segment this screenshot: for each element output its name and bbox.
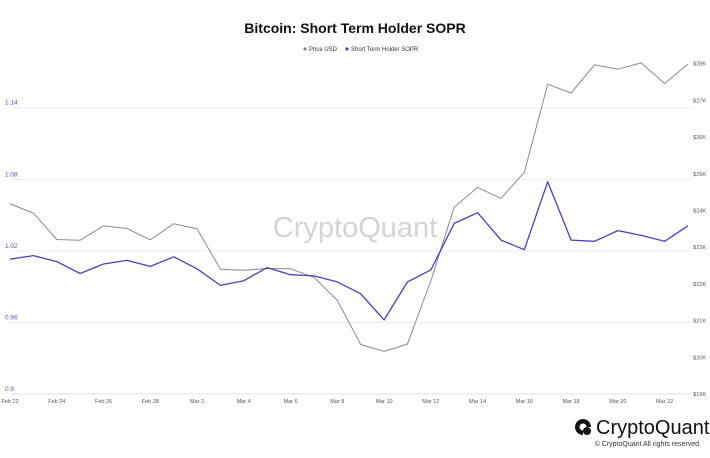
left-tick-label: 0.96 — [5, 314, 18, 321]
x-tick-label: Feb 26 — [95, 399, 112, 405]
legend-marker-price — [303, 47, 307, 51]
series-line-price — [9, 62, 689, 352]
x-tick-label: Mar 16 — [516, 399, 533, 405]
right-tick-label: $20K — [693, 355, 706, 361]
brand-copyright: © CryptoQuant All rights reserved. — [595, 440, 701, 448]
right-tick-label: $24K — [693, 208, 706, 214]
brand: CryptoQuant © CryptoQuant All rights res… — [575, 417, 710, 448]
x-tick-label: Mar 4 — [237, 399, 251, 405]
x-tick-label: Feb 24 — [48, 399, 65, 405]
right-tick-label: $23K — [693, 245, 706, 251]
x-tick-label: Mar 10 — [376, 399, 393, 405]
x-tick-label: Mar 2 — [190, 399, 204, 405]
legend-label-price[interactable]: Price USD — [309, 47, 338, 53]
chart-title: Bitcoin: Short Term Holder SOPR — [244, 20, 465, 36]
legend-label-sopr[interactable]: Short Term Holder SOPR — [351, 47, 419, 53]
x-tick-label: Feb 28 — [142, 399, 159, 405]
x-axis: Feb 22 Feb 24 Feb 26 Feb 28 Mar 2 Mar 4 Mar 6 M… — [1, 393, 692, 405]
x-tick-label: Mar 22 — [656, 399, 673, 405]
cryptoquant-logo-icon — [575, 419, 592, 436]
x-tick-label: Mar 20 — [609, 399, 626, 405]
x-tick-label: Mar 12 — [422, 399, 439, 405]
brand-name: CryptoQuant — [596, 417, 710, 439]
right-tick-label: $21K — [693, 319, 706, 325]
right-tick-label: $28K — [693, 62, 706, 68]
right-tick-label: $22K — [693, 282, 706, 288]
x-tick-label: Feb 22 — [1, 399, 18, 405]
x-tick-label: Mar 14 — [469, 399, 486, 405]
x-tick-label: Mar 18 — [563, 399, 580, 405]
right-axis: $19K $20K $21K $22K $23K $24K $25K $26K $27K $28K — [693, 62, 706, 398]
legend: Price USD Short Term Holder SOPR — [303, 47, 419, 53]
left-tick-label: 1.02 — [5, 243, 18, 250]
right-tick-label: $25K — [693, 172, 706, 178]
watermark: CryptoQuant — [273, 212, 437, 244]
right-tick-label: $26K — [693, 135, 706, 141]
right-tick-label: $27K — [693, 98, 706, 104]
legend-marker-sopr — [345, 47, 349, 51]
left-tick-label: 1.08 — [5, 171, 18, 178]
x-tick-label: Mar 8 — [330, 399, 344, 405]
series-layer — [9, 62, 689, 352]
right-tick-label: $19K — [693, 392, 706, 398]
series-line-sopr — [9, 181, 689, 321]
left-axis: 0.9 0.96 1.02 1.08 1.14 — [5, 100, 18, 393]
x-tick-label: Mar 6 — [284, 399, 298, 405]
grid — [10, 107, 692, 395]
left-tick-label: 1.14 — [5, 100, 18, 107]
left-tick-label: 0.9 — [5, 386, 14, 393]
